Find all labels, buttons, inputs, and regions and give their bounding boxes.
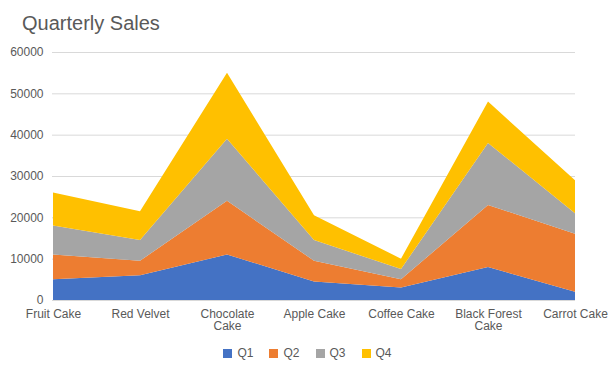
- html-text:Q3: Q3: [329, 346, 346, 360]
- html-text:Q4: Q4: [375, 346, 392, 360]
- svg-text:30000: 30000: [10, 169, 44, 183]
- svg-text:0: 0: [37, 293, 44, 307]
- svg-text:Black ForestCake: Black ForestCake: [455, 307, 522, 333]
- svg-text:60000: 60000: [10, 45, 44, 59]
- svg-text:ChocolateCake: ChocolateCake: [200, 307, 254, 333]
- svg-text:10000: 10000: [10, 252, 44, 266]
- svg-text:Carrot Cake: Carrot Cake: [543, 307, 608, 321]
- svg-text:40000: 40000: [10, 128, 44, 142]
- html-text:Quarterly Sales: Quarterly Sales: [22, 12, 160, 34]
- svg-text:Red Velvet: Red Velvet: [111, 307, 170, 321]
- svg-text:20000: 20000: [10, 211, 44, 225]
- html-text:Q1: Q1: [237, 346, 254, 360]
- svg-text:Apple Cake: Apple Cake: [283, 307, 345, 321]
- html-text:Q2: Q2: [283, 346, 300, 360]
- svg-text:Coffee Cake: Coffee Cake: [368, 307, 435, 321]
- svg-text:Fruit Cake: Fruit Cake: [26, 307, 82, 321]
- svg-text:50000: 50000: [10, 87, 44, 101]
